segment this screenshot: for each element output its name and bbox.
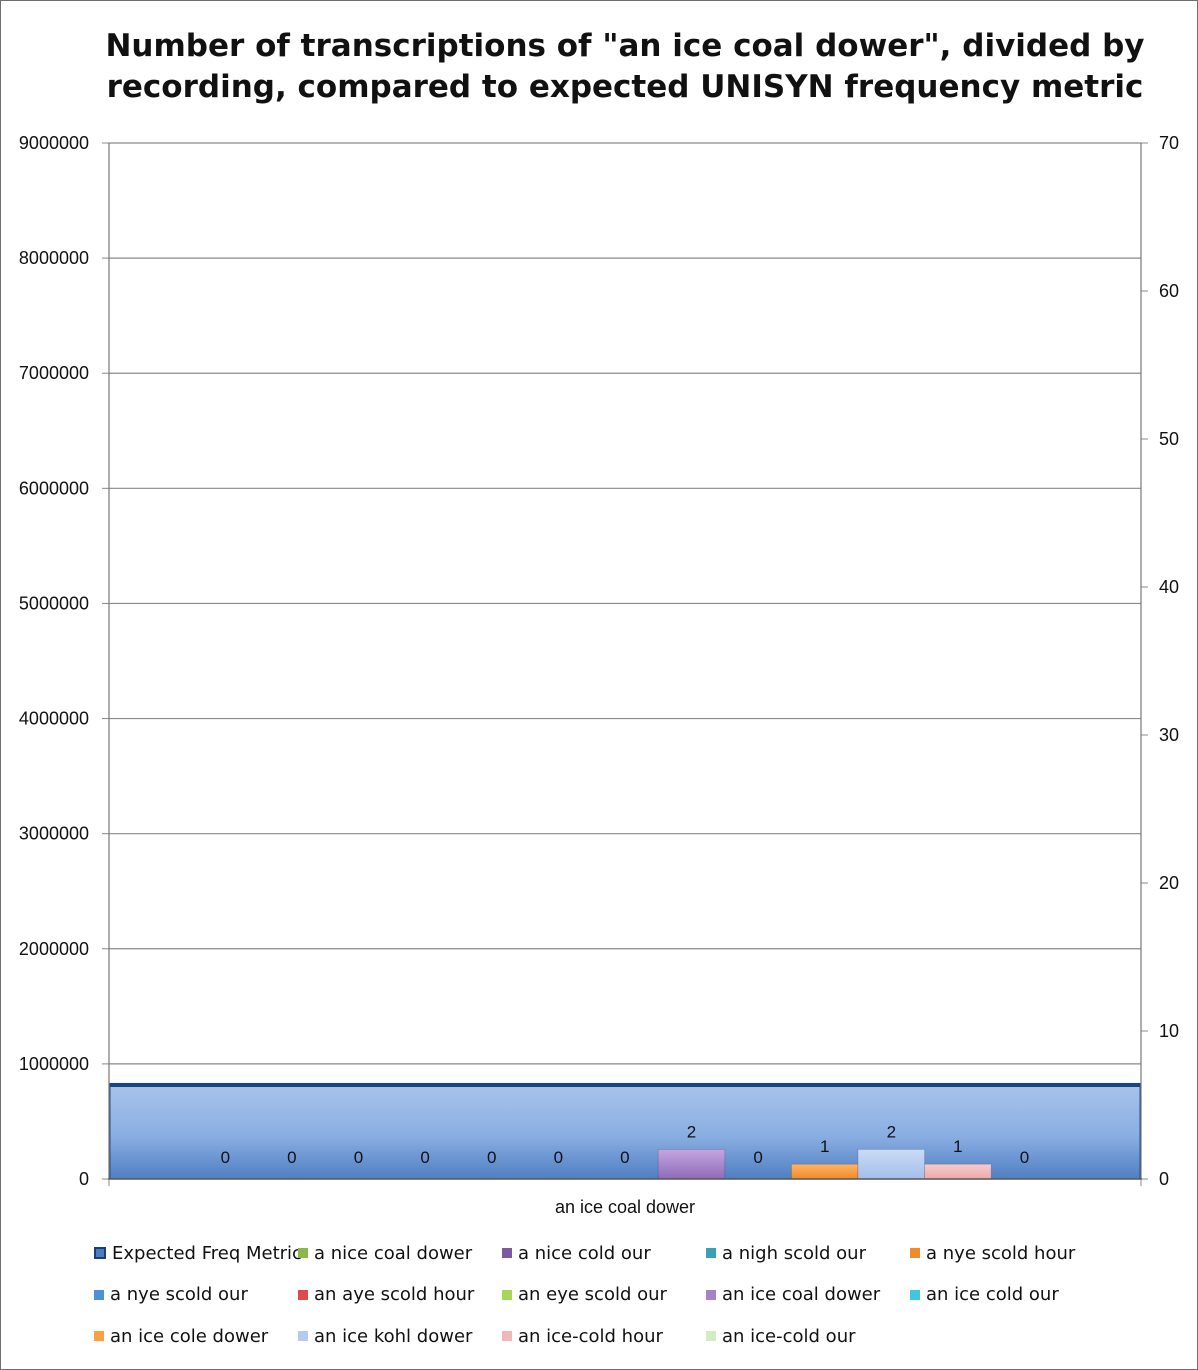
legend-swatch bbox=[94, 1289, 104, 1300]
left-tick-label: 8000000 bbox=[19, 248, 89, 268]
legend-swatch bbox=[910, 1289, 920, 1300]
data-label-a-nigh-scold-our: 0 bbox=[354, 1148, 363, 1167]
legend-swatch bbox=[706, 1331, 716, 1341]
legend-label: an ice cole dower bbox=[110, 1325, 269, 1347]
data-label-an-ice-cold-our: 0 bbox=[1020, 1148, 1029, 1167]
legend-item: an ice-cold hour bbox=[502, 1321, 663, 1351]
legend-item: a nye scold hour bbox=[910, 1238, 1075, 1268]
left-tick-label: 1000000 bbox=[19, 1054, 89, 1074]
bar-an-ice-kohl-dower bbox=[857, 1148, 926, 1180]
data-label-an-ice-kohl-dower: 2 bbox=[887, 1122, 896, 1141]
legend-label: an ice cold our bbox=[926, 1284, 1059, 1305]
legend-swatch bbox=[298, 1248, 308, 1258]
legend-item: an eye scold our bbox=[502, 1280, 667, 1310]
legend-label: an ice coal dower bbox=[722, 1284, 881, 1305]
data-label-an-aye-scold-hour: 0 bbox=[554, 1148, 563, 1167]
legend-item: an ice cold our bbox=[910, 1280, 1059, 1310]
left-tick-label: 4000000 bbox=[19, 709, 89, 729]
right-tick-label: 40 bbox=[1159, 577, 1179, 597]
legend-item: an ice cole dower bbox=[94, 1321, 268, 1351]
left-tick-label: 3000000 bbox=[19, 824, 89, 844]
legend-swatch bbox=[94, 1331, 104, 1341]
right-tick-label: 50 bbox=[1159, 429, 1179, 449]
legend-label: Expected Freq Metric bbox=[112, 1242, 302, 1264]
chart-title: Number of transcriptions of "an ice coal… bbox=[105, 28, 1145, 105]
legend-item: an ice coal dower bbox=[706, 1280, 880, 1310]
legend-label: a nice cold our bbox=[518, 1242, 651, 1264]
left-tick-label: 7000000 bbox=[19, 363, 89, 383]
legend-label: a nye scold hour bbox=[926, 1242, 1076, 1264]
left-tick-label: 5000000 bbox=[19, 593, 89, 613]
left-tick-label: 6000000 bbox=[19, 478, 89, 498]
data-label-a-nye-scold-hour: 0 bbox=[420, 1148, 429, 1167]
data-label-an-eye-scold-our: 0 bbox=[620, 1148, 629, 1167]
data-label-an-ice-coal-dower: 2 bbox=[687, 1122, 696, 1141]
legend-swatch bbox=[502, 1331, 512, 1341]
bar-an-ice-coal-dower bbox=[657, 1148, 726, 1180]
legend-label: an ice kohl dower bbox=[314, 1325, 473, 1347]
left-tick-label: 9000000 bbox=[19, 133, 89, 153]
category-label: an ice coal dower bbox=[555, 1197, 695, 1217]
data-label-a-nice-cold-our: 0 bbox=[287, 1148, 296, 1167]
data-label-a-nice-coal-dower: 0 bbox=[221, 1148, 230, 1167]
data-label-a-nye-scold-our: 0 bbox=[487, 1148, 496, 1167]
legend-item: an ice-cold our bbox=[706, 1321, 856, 1351]
legend-swatch bbox=[502, 1289, 512, 1300]
legend-label: a nigh scold our bbox=[722, 1242, 866, 1264]
legend-swatch bbox=[910, 1248, 920, 1258]
legend-item: Expected Freq Metric bbox=[94, 1238, 302, 1268]
left-tick-label: 0 bbox=[79, 1169, 89, 1189]
legend-item: a nice coal dower bbox=[298, 1238, 472, 1268]
legend-swatch bbox=[298, 1289, 308, 1300]
legend-swatch bbox=[706, 1289, 716, 1300]
legend-item: an aye scold hour bbox=[298, 1280, 474, 1310]
legend-item: an ice kohl dower bbox=[298, 1321, 472, 1351]
right-tick-label: 20 bbox=[1159, 873, 1179, 893]
legend-swatch bbox=[706, 1248, 716, 1258]
right-tick-label: 70 bbox=[1159, 133, 1179, 153]
legend-item: a nye scold our bbox=[94, 1280, 248, 1310]
legend-label: a nice coal dower bbox=[314, 1242, 473, 1264]
legend-label: an ice-cold hour bbox=[518, 1325, 663, 1347]
data-label-an-ice-cold-our: 0 bbox=[753, 1148, 762, 1167]
legend-label: an eye scold our bbox=[518, 1284, 667, 1305]
legend-swatch bbox=[298, 1331, 308, 1341]
left-tick-label: 2000000 bbox=[19, 939, 89, 959]
right-tick-label: 10 bbox=[1159, 1021, 1179, 1041]
data-label-an-ice-cole-dower: 1 bbox=[820, 1137, 829, 1156]
data-label-an-ice-cold-hour: 1 bbox=[953, 1137, 962, 1156]
legend-label: an aye scold hour bbox=[314, 1284, 475, 1305]
bar-an-ice-cold-hour bbox=[924, 1163, 992, 1180]
legend-item: a nigh scold our bbox=[706, 1238, 866, 1268]
right-tick-label: 60 bbox=[1159, 281, 1179, 301]
legend-label: a nye scold our bbox=[110, 1284, 248, 1305]
legend-item: a nice cold our bbox=[502, 1238, 651, 1268]
bar-expected-freq-metric bbox=[109, 1082, 1141, 1180]
legend-label: an ice-cold our bbox=[722, 1325, 856, 1347]
right-tick-label: 30 bbox=[1159, 725, 1179, 745]
bar-an-ice-cole-dower bbox=[790, 1163, 859, 1180]
legend-swatch bbox=[502, 1248, 512, 1258]
right-tick-label: 0 bbox=[1159, 1169, 1169, 1189]
legend-swatch bbox=[94, 1247, 106, 1259]
